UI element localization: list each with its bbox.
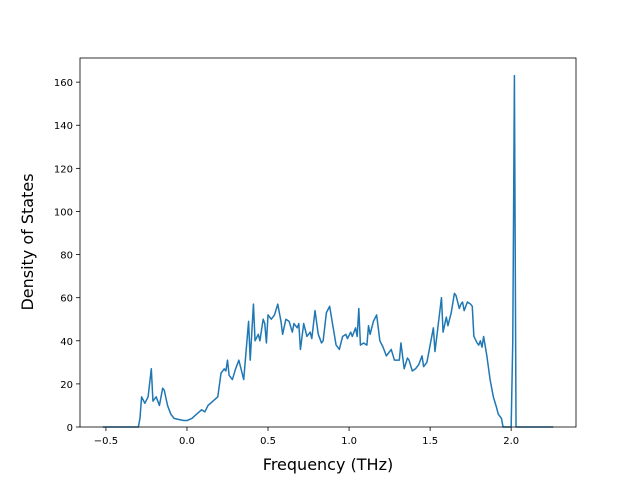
y-tick-label: 160: [54, 78, 73, 89]
y-tick-label: 40: [60, 337, 73, 348]
y-axis-label: Density of States: [18, 173, 37, 310]
x-axis-label: Frequency (THz): [263, 455, 393, 474]
x-tick-label: 1.0: [341, 436, 357, 447]
y-tick-label: 80: [60, 251, 73, 262]
x-tick-label: −0.5: [94, 436, 118, 447]
y-tick-label: 60: [60, 294, 73, 305]
y-tick-label: 140: [54, 121, 73, 132]
y-tick-label: 100: [54, 207, 73, 218]
x-tick-label: 2.0: [503, 436, 519, 447]
x-tick-label: 0.5: [260, 436, 276, 447]
x-tick-label: 1.5: [422, 436, 438, 447]
y-tick-label: 20: [60, 380, 73, 391]
y-tick-label: 120: [54, 164, 73, 175]
plot-area: [80, 58, 576, 427]
y-tick-label: 0: [67, 423, 73, 434]
x-tick-label: 0.0: [179, 436, 195, 447]
axes-frame: [79, 57, 577, 428]
data-line: [102, 74, 554, 428]
